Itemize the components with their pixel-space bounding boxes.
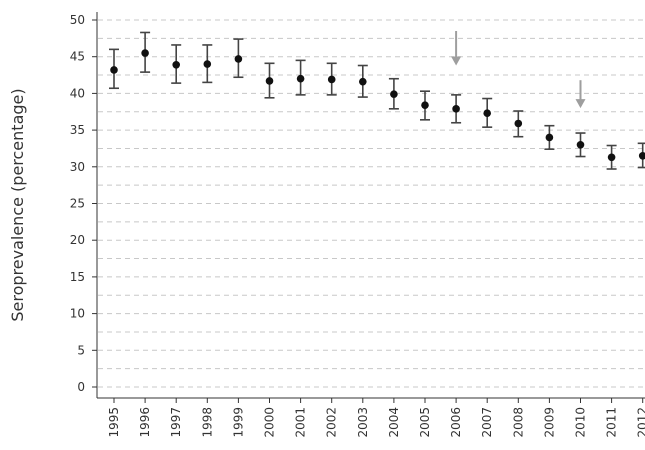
x-tick-label: 2008 [511, 407, 525, 438]
x-tick-label: 2009 [542, 407, 556, 438]
y-tick-label: 35 [70, 123, 85, 137]
x-tick-label: 1995 [107, 407, 121, 438]
x-tick-label: 2004 [387, 407, 401, 438]
y-tick-label: 10 [70, 307, 85, 321]
x-tick-label: 2012 [636, 407, 645, 438]
x-tick-label: 1998 [200, 407, 214, 438]
x-tick-label: 2005 [418, 407, 432, 438]
data-point [234, 55, 243, 63]
y-tick-label: 5 [77, 343, 85, 357]
data-point [638, 151, 645, 160]
x-tick-label: 2010 [574, 407, 588, 438]
data-point [296, 74, 305, 83]
annotation-arrow [575, 80, 586, 109]
x-tick-label: 2003 [356, 407, 370, 438]
data-point [607, 153, 616, 162]
y-tick-labels: 0 5 10 15 20 25 30 35 40 45 50 [70, 13, 97, 394]
annotation-arrows [451, 31, 586, 109]
x-tick-label: 2002 [325, 407, 339, 438]
data-point [327, 75, 336, 84]
data-point [110, 66, 118, 74]
y-tick-label: 15 [70, 270, 85, 284]
data-point [514, 119, 523, 128]
data-point [265, 77, 274, 85]
data-points [110, 49, 645, 162]
x-tick-label: 2006 [449, 407, 463, 438]
data-point [172, 60, 180, 69]
x-tick-labels: 1995 1996 1997 1998 1999 2000 2001 2002 2003 2004… [107, 398, 645, 438]
data-point [545, 133, 554, 142]
data-point [483, 109, 492, 118]
data-point [452, 105, 460, 113]
data-point [203, 60, 212, 68]
x-tick-label: 2000 [263, 407, 277, 438]
data-point [421, 101, 429, 109]
x-tick-label: 2007 [480, 407, 494, 438]
y-axis-title: Seroprevalence (percentage) [8, 88, 27, 321]
y-tick-label: 0 [77, 380, 85, 394]
y-tick-label: 25 [70, 197, 85, 211]
data-point [390, 90, 398, 98]
y-tick-label: 20 [70, 233, 85, 247]
y-tick-label: 30 [70, 160, 85, 174]
data-point [576, 140, 585, 149]
data-point [141, 49, 149, 57]
x-tick-label: 2001 [294, 407, 308, 438]
x-tick-label: 2011 [605, 407, 619, 438]
data-point [359, 77, 367, 86]
x-tick-label: 1996 [138, 407, 152, 438]
annotation-arrow [451, 31, 462, 66]
x-tick-label: 1997 [169, 407, 183, 438]
y-tick-label: 50 [70, 13, 85, 27]
axes [96, 12, 645, 399]
grid-lines [98, 19, 645, 388]
y-tick-label: 40 [70, 86, 85, 100]
x-tick-label: 1999 [231, 407, 245, 438]
y-tick-label: 45 [70, 50, 85, 64]
